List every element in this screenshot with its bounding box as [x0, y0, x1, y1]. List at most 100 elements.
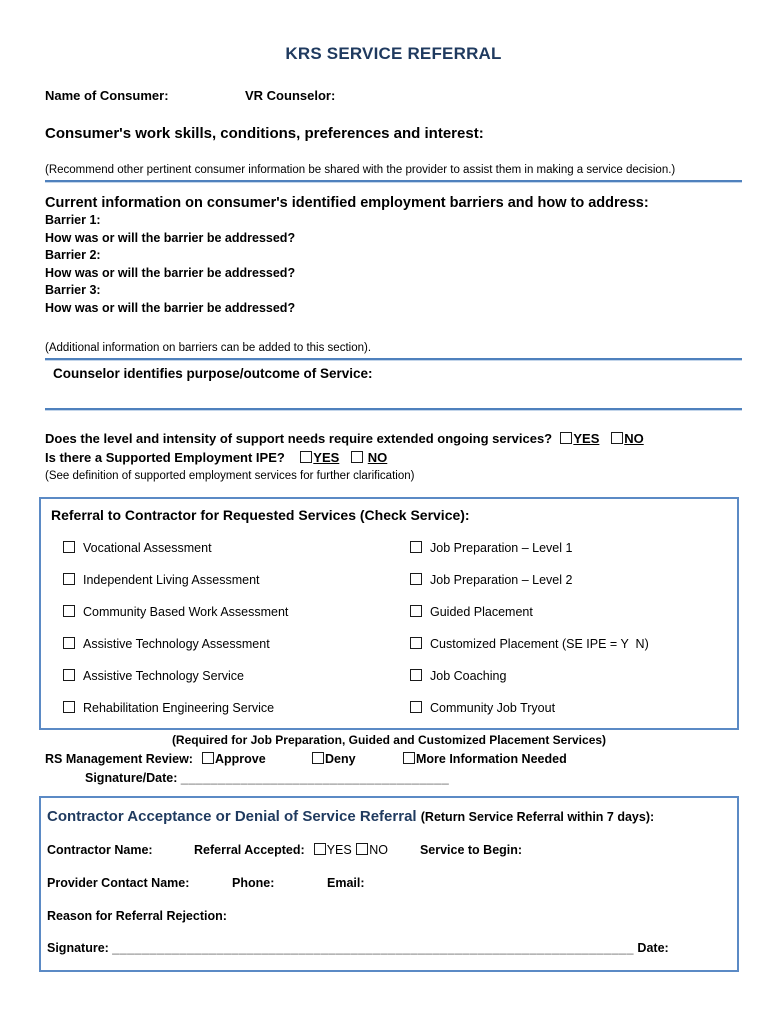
- service-rehab-engineering-checkbox[interactable]: [63, 701, 75, 713]
- service-assistive-tech-assessment-checkbox[interactable]: [63, 637, 75, 649]
- extended-services-no-checkbox[interactable]: [611, 432, 624, 444]
- service-item: Rehabilitation Engineering Service: [62, 701, 409, 716]
- name-of-consumer-label: Name of Consumer:: [45, 88, 169, 103]
- service-row: Independent Living Assessment Job Prepar…: [62, 573, 727, 588]
- contractor-name-label: Contractor Name:: [47, 843, 153, 857]
- contractor-signature-line[interactable]: ________________________________________…: [112, 941, 634, 955]
- barrier-1-label: Barrier 1:: [45, 213, 101, 227]
- question-extended-services-text: Does the level and intensity of support …: [45, 431, 553, 446]
- service-row: Assistive Technology Assessment Customiz…: [62, 637, 727, 652]
- extended-services-yes-label: YES: [573, 431, 600, 446]
- signature-date-line[interactable]: ____________________________________: [180, 771, 450, 785]
- barrier-2-question: How was or will the barrier be addressed…: [45, 265, 296, 280]
- service-vocational-assessment-checkbox[interactable]: [63, 541, 75, 553]
- extended-services-yes-checkbox[interactable]: [560, 432, 573, 444]
- rs-management-review-label: RS Management Review:: [45, 752, 193, 766]
- service-job-preparation-level1-checkbox[interactable]: [410, 541, 422, 553]
- service-item: Job Preparation – Level 1: [409, 541, 572, 556]
- email-label: Email:: [327, 876, 365, 890]
- supported-employment-yes-checkbox[interactable]: [300, 451, 313, 463]
- provider-contact-name-label: Provider Contact Name:: [47, 876, 190, 890]
- service-label: Assistive Technology Assessment: [83, 637, 270, 651]
- extended-services-no-label: NO: [624, 431, 644, 446]
- section-divider: [45, 358, 742, 361]
- service-label: Vocational Assessment: [83, 541, 212, 555]
- service-independent-living-checkbox[interactable]: [63, 573, 75, 585]
- more-info-label: More Information Needed: [416, 752, 567, 766]
- service-label: Guided Placement: [430, 605, 533, 619]
- referral-accepted-yes-checkbox[interactable]: [313, 843, 326, 855]
- signature-date-label: Signature/Date:: [85, 771, 178, 785]
- section-divider: [45, 408, 742, 411]
- contractor-name-row: Contractor Name: Referral Accepted: YES NO…: [47, 842, 723, 858]
- contractor-date-label: Date:: [637, 941, 669, 955]
- service-row: Rehabilitation Engineering Service Commu…: [62, 701, 727, 716]
- barrier-3-label: Barrier 3:: [45, 283, 101, 297]
- service-label: Community Job Tryout: [430, 701, 556, 715]
- page-title: KRS SERVICE REFERRAL: [285, 44, 502, 63]
- approve-label: Approve: [215, 752, 266, 766]
- contractor-acceptance-heading-note: (Return Service Referral within 7 days):: [420, 810, 655, 824]
- barrier-3-question: How was or will the barrier be addressed…: [45, 300, 296, 315]
- service-customized-placement-checkbox[interactable]: [410, 637, 422, 649]
- service-label: Assistive Technology Service: [83, 669, 244, 683]
- contractor-acceptance-box: Contractor Acceptance or Denial of Servi…: [39, 796, 739, 972]
- section-divider: [45, 180, 742, 183]
- referral-services-heading: Referral to Contractor for Requested Ser…: [51, 507, 470, 523]
- service-guided-placement-checkbox[interactable]: [410, 605, 422, 617]
- required-note: (Required for Job Preparation, Guided an…: [171, 733, 607, 747]
- contractor-signature-row: Signature: _____________________________…: [47, 940, 723, 956]
- barriers-heading: Current information on consumer's identi…: [45, 195, 649, 211]
- contractor-acceptance-heading: Contractor Acceptance or Denial of Servi…: [47, 808, 723, 826]
- service-label: Job Coaching: [430, 669, 507, 683]
- service-label: Job Preparation – Level 1: [430, 541, 573, 555]
- contractor-signature-label: Signature:: [47, 941, 109, 955]
- referral-accepted-no-checkbox[interactable]: [356, 843, 369, 855]
- service-assistive-tech-service-checkbox[interactable]: [63, 669, 75, 681]
- service-label: Rehabilitation Engineering Service: [83, 701, 275, 715]
- rejection-reason-row: Reason for Referral Rejection:: [47, 908, 723, 924]
- service-community-based-work-checkbox[interactable]: [63, 605, 75, 617]
- supported-employment-no-checkbox[interactable]: [351, 451, 364, 463]
- referral-accepted-yes-label: YES: [326, 843, 352, 857]
- service-item: Vocational Assessment: [62, 541, 409, 556]
- rs-signature-date-row: Signature/Date: ________________________…: [45, 770, 742, 786]
- service-job-coaching-checkbox[interactable]: [410, 669, 422, 681]
- service-to-begin-label: Service to Begin:: [419, 843, 523, 857]
- phone-label: Phone:: [232, 876, 275, 890]
- purpose-heading: Counselor identifies purpose/outcome of …: [53, 366, 373, 381]
- vr-counselor-label: VR Counselor:: [245, 88, 336, 103]
- service-item: Assistive Technology Assessment: [62, 637, 409, 652]
- service-label: Community Based Work Assessment: [83, 605, 289, 619]
- service-row: Vocational Assessment Job Preparation – …: [62, 541, 727, 556]
- service-item: Community Based Work Assessment: [62, 605, 409, 620]
- rs-management-review-row: RS Management Review: Approve Deny More Inf…: [45, 751, 742, 767]
- supported-employment-yes-label: YES: [313, 450, 340, 465]
- barrier-2-label: Barrier 2:: [45, 248, 101, 262]
- service-job-preparation-level2-checkbox[interactable]: [410, 573, 422, 585]
- service-item: Job Coaching: [409, 669, 506, 684]
- provider-contact-row: Provider Contact Name: Phone: Email:: [47, 875, 723, 891]
- referral-accepted-label: Referral Accepted:: [194, 843, 305, 857]
- deny-label: Deny: [325, 752, 356, 766]
- service-item: Customized Placement (SE IPE = Y N): [409, 637, 649, 652]
- service-label: Customized Placement (SE IPE = Y N): [430, 637, 649, 651]
- skills-heading: Consumer's work skills, conditions, pref…: [45, 125, 484, 142]
- consumer-row: Name of Consumer: VR Counselor:: [45, 88, 742, 103]
- referral-services-box: Referral to Contractor for Requested Ser…: [39, 497, 739, 730]
- skills-note: (Recommend other pertinent consumer info…: [45, 164, 676, 176]
- service-row: Community Based Work Assessment Guided P…: [62, 605, 727, 620]
- service-community-job-tryout-checkbox[interactable]: [410, 701, 422, 713]
- barriers-note: (Additional information on barriers can …: [45, 342, 372, 354]
- service-item: Guided Placement: [409, 605, 533, 620]
- contractor-acceptance-heading-main: Contractor Acceptance or Denial of Servi…: [47, 808, 417, 825]
- deny-checkbox[interactable]: [312, 752, 324, 764]
- service-item: Assistive Technology Service: [62, 669, 409, 684]
- more-info-checkbox[interactable]: [403, 752, 415, 764]
- approve-checkbox[interactable]: [202, 752, 214, 764]
- supported-employment-no-label: NO: [367, 450, 388, 465]
- service-item: Job Preparation – Level 2: [409, 573, 572, 588]
- question-supported-employment: Is there a Supported Employment IPE? YES…: [45, 448, 742, 467]
- rejection-reason-label: Reason for Referral Rejection:: [47, 909, 227, 923]
